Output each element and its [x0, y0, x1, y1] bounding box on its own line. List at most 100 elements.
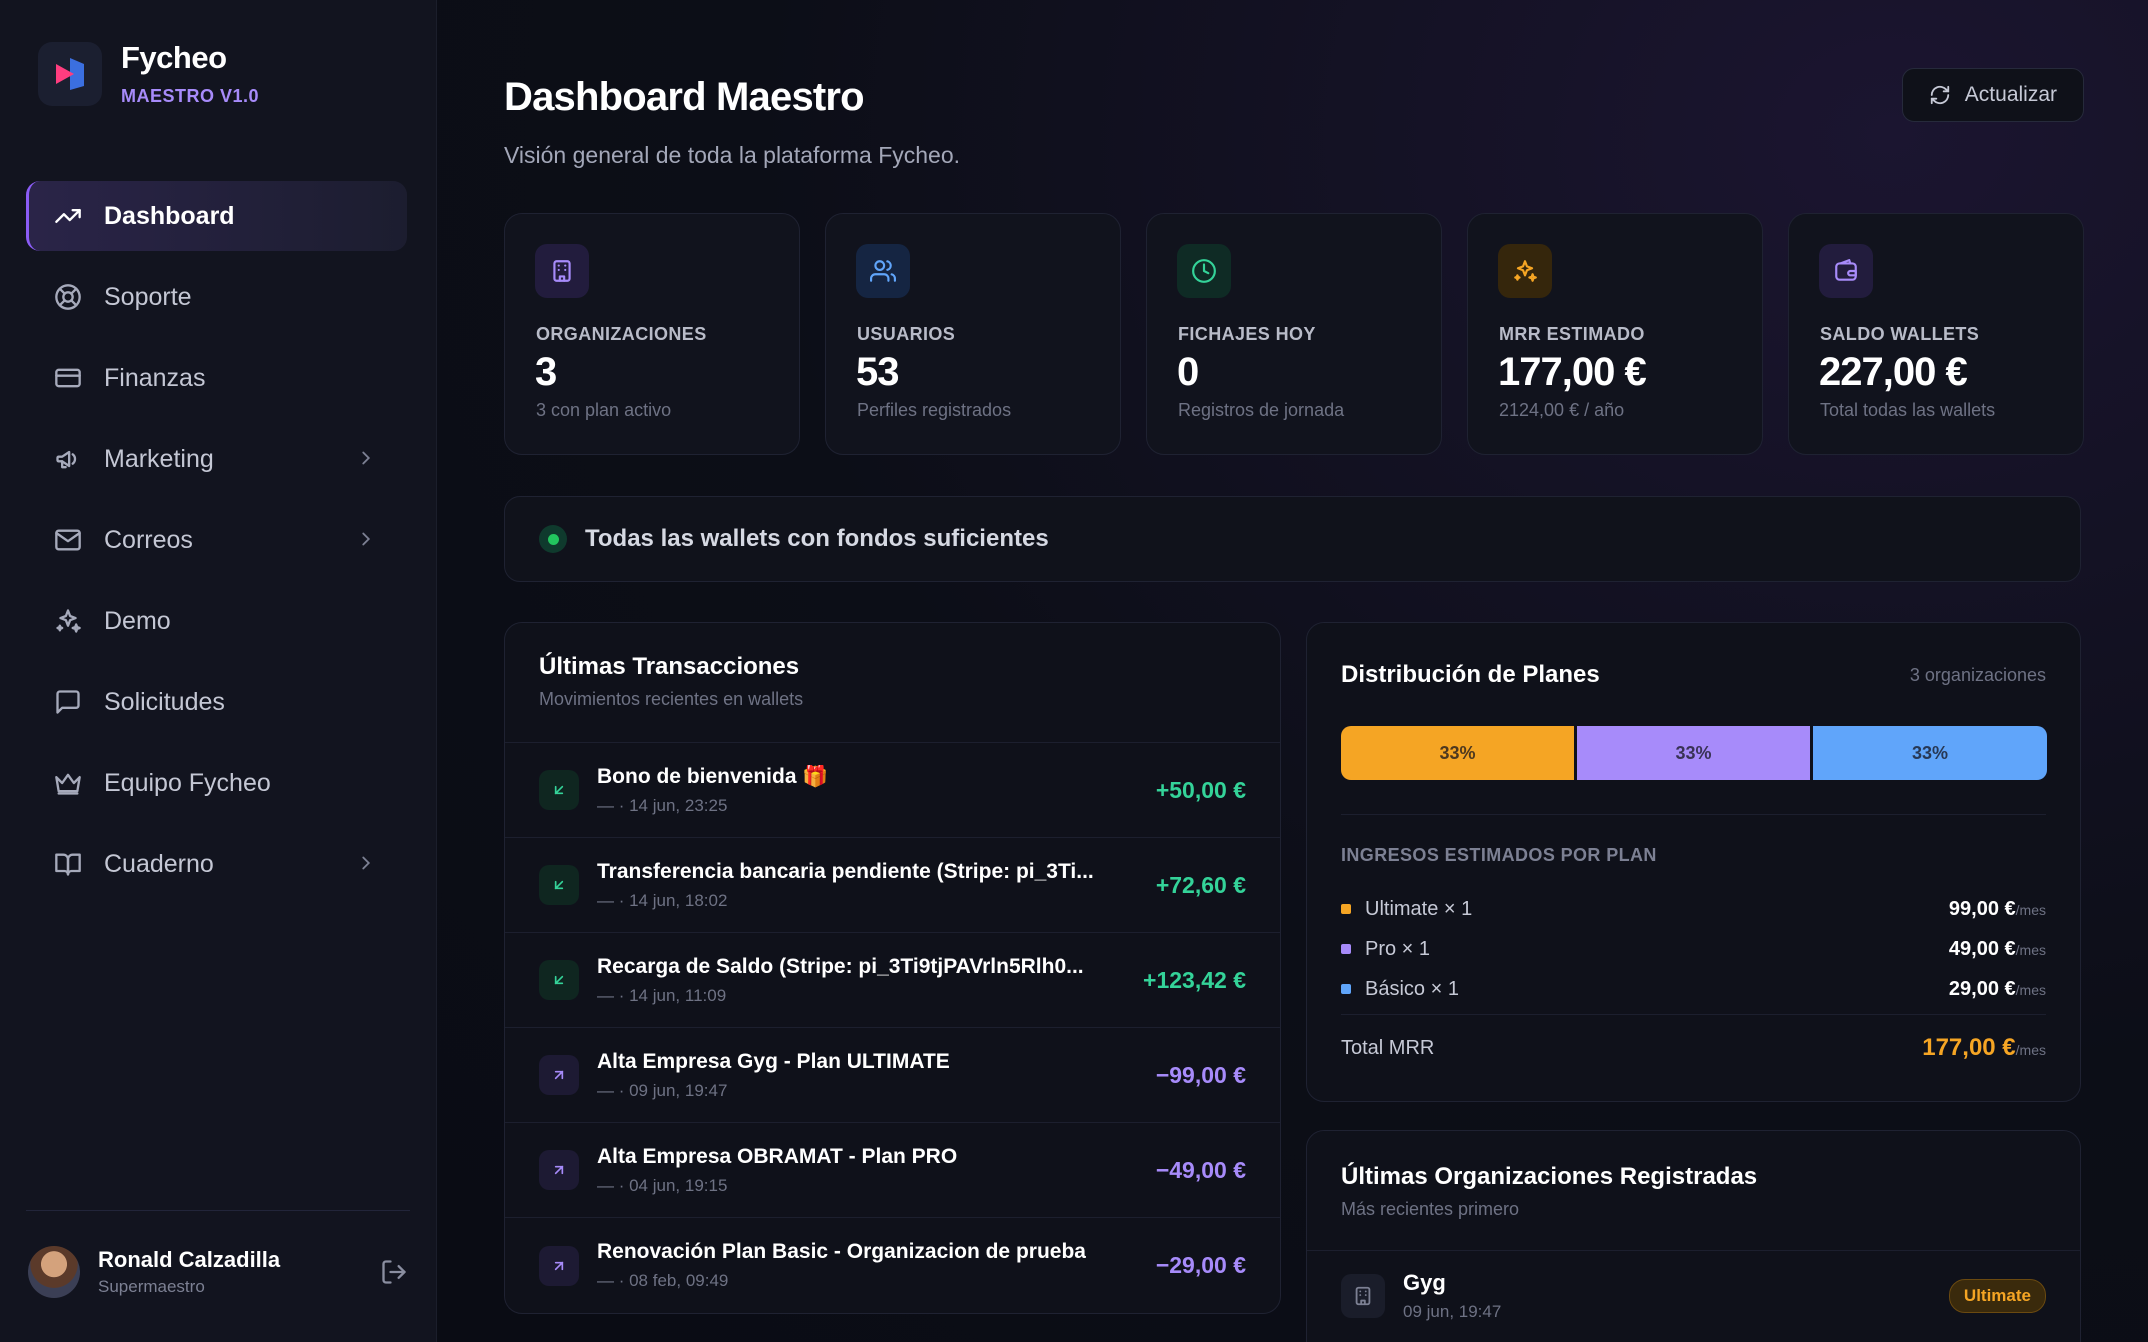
trending-up-icon: [52, 200, 84, 232]
stat-value: 0: [1177, 350, 1199, 394]
plan-income-row: Pro × 1 49,00 €/mes: [1341, 934, 2046, 964]
stat-subtext: Total todas las wallets: [1820, 400, 1996, 420]
plans-divider: [1341, 814, 2046, 815]
plan-income-row: Básico × 1 29,00 €/mes: [1341, 974, 2046, 1004]
plans-distribution-bar: 33% 33% 33%: [1341, 726, 2047, 780]
org-date: 09 jun, 19:47: [1403, 1302, 1502, 1321]
sidebar-item-soporte[interactable]: Soporte: [26, 262, 407, 332]
plan-name: Básico × 1: [1365, 977, 1459, 1000]
arrow-up-right-icon: [539, 1055, 579, 1095]
sidebar-item-correos[interactable]: Correos: [26, 505, 407, 575]
sidebar-divider: [26, 1210, 410, 1211]
sidebar-item-marketing[interactable]: Marketing: [26, 424, 407, 494]
alert-text: Todas las wallets con fondos suficientes: [585, 525, 1049, 552]
arrow-down-left-icon: [539, 865, 579, 905]
transaction-amount: +72,60 €: [1155, 872, 1246, 898]
chevron-right-icon: [355, 447, 377, 476]
crown-icon: [52, 767, 84, 799]
sidebar: Fycheo MAESTRO V1.0 Dashboard Soporte Fina…: [0, 0, 437, 1342]
user-role: Supermaestro: [98, 1277, 205, 1296]
plan-color-dot: [1341, 984, 1351, 994]
transaction-date: — · 14 jun, 23:25: [597, 795, 728, 815]
arrow-up-right-icon: [539, 1150, 579, 1190]
transaction-title: Renovación Plan Basic - Organizacion de …: [597, 1240, 1086, 1263]
sidebar-item-label: Equipo Fycheo: [104, 768, 271, 797]
sidebar-item-equipo-fycheo[interactable]: Equipo Fycheo: [26, 748, 407, 818]
stat-card-fichajes-hoy: FICHAJES HOY 0 Registros de jornada: [1146, 213, 1442, 455]
sidebar-item-finanzas[interactable]: Finanzas: [26, 343, 407, 413]
transaction-row[interactable]: Transferencia bancaria pendiente (Stripe…: [505, 838, 1280, 933]
plans-title: Distribución de Planes: [1341, 661, 1600, 688]
brand[interactable]: Fycheo MAESTRO V1.0: [38, 40, 259, 107]
plan-badge: Ultimate: [1948, 1279, 2046, 1313]
chevron-right-icon: [355, 852, 377, 881]
stat-value: 53: [856, 350, 899, 394]
transaction-title: Recarga de Saldo (Stripe: pi_3Ti9tjPAVrl…: [597, 954, 1084, 978]
transaction-date: — · 09 jun, 19:47: [597, 1080, 728, 1100]
brand-name: Fycheo: [121, 40, 227, 75]
stat-subtext: 3 con plan activo: [536, 400, 672, 420]
org-row[interactable]: Gyg 09 jun, 19:47 Ultimate: [1307, 1251, 2080, 1341]
plan-value: 99,00 €/mes: [1948, 897, 2046, 920]
plan-value: 49,00 €/mes: [1948, 937, 2046, 960]
sidebar-item-demo[interactable]: Demo: [26, 586, 407, 656]
sidebar-item-label: Cuaderno: [104, 849, 214, 878]
sidebar-item-solicitudes[interactable]: Solicitudes: [26, 667, 407, 737]
page-subtitle: Visión general de toda la plataforma Fyc…: [504, 142, 961, 168]
orgs-subtitle: Más recientes primero: [1341, 1199, 1520, 1219]
transactions-list: Bono de bienvenida 🎁 — · 14 jun, 23:25 +50…: [505, 743, 1280, 1313]
stat-label: USUARIOS: [857, 324, 956, 344]
user-profile[interactable]: Ronald Calzadilla Supermaestro: [28, 1246, 408, 1298]
transactions-header: Últimas Transacciones Movimientos recien…: [505, 623, 1280, 743]
credit-card-icon: [52, 362, 84, 394]
wallet-status-alert: Todas las wallets con fondos suficientes: [504, 496, 2081, 582]
book-open-icon: [52, 848, 84, 880]
sidebar-item-label: Dashboard: [104, 201, 235, 230]
transactions-title: Últimas Transacciones: [539, 653, 800, 680]
plans-count: 3 organizaciones: [1909, 665, 2046, 685]
user-name: Ronald Calzadilla: [98, 1247, 281, 1272]
sidebar-item-label: Demo: [104, 606, 171, 635]
arrow-up-right-icon: [539, 1245, 579, 1286]
users-icon: [856, 244, 910, 298]
transaction-row[interactable]: Recarga de Saldo (Stripe: pi_3Ti9tjPAVrl…: [505, 933, 1280, 1028]
stat-subtext: Registros de jornada: [1178, 400, 1345, 420]
plans-card: Distribución de Planes 3 organizaciones …: [1306, 622, 2081, 1102]
sidebar-item-dashboard[interactable]: Dashboard: [26, 181, 407, 251]
stat-card-usuarios: USUARIOS 53 Perfiles registrados: [825, 213, 1121, 455]
transaction-row[interactable]: Renovación Plan Basic - Organizacion de …: [505, 1218, 1280, 1313]
transactions-card: Últimas Transacciones Movimientos recien…: [504, 622, 1281, 1314]
transaction-row[interactable]: Alta Empresa Gyg - Plan ULTIMATE — · 09 j…: [505, 1028, 1280, 1123]
orgs-card: Últimas Organizaciones Registradas Más r…: [1306, 1130, 2081, 1342]
refresh-button[interactable]: Actualizar: [1901, 68, 2084, 122]
plan-name: Pro × 1: [1365, 937, 1431, 960]
sparkles-icon: [1498, 244, 1552, 298]
refresh-label: Actualizar: [1964, 83, 2057, 106]
stats-row: ORGANIZACIONES 3 3 con plan activo USUARIOS…: [504, 213, 2084, 455]
orgs-title: Últimas Organizaciones Registradas: [1341, 1163, 1758, 1190]
status-dot-icon: [539, 525, 567, 553]
total-mrr-value: 177,00 €/mes: [1922, 1034, 2046, 1061]
stat-label: MRR ESTIMADO: [1499, 324, 1645, 344]
transaction-row[interactable]: Bono de bienvenida 🎁 — · 14 jun, 23:25 +50…: [505, 743, 1280, 838]
logout-icon[interactable]: [380, 1258, 408, 1291]
income-label: INGRESOS ESTIMADOS POR PLAN: [1341, 845, 1657, 865]
transaction-title: Alta Empresa OBRAMAT - Plan PRO: [597, 1144, 958, 1168]
transactions-subtitle: Movimientos recientes en wallets: [539, 689, 804, 709]
transaction-title: Alta Empresa Gyg - Plan ULTIMATE: [597, 1049, 950, 1073]
sidebar-item-cuaderno[interactable]: Cuaderno: [26, 829, 407, 899]
stat-card-saldo-wallets: SALDO WALLETS 227,00 € Total todas las wal…: [1788, 213, 2084, 455]
avatar: [28, 1246, 80, 1298]
transaction-row[interactable]: Alta Empresa OBRAMAT - Plan PRO — · 04 ju…: [505, 1123, 1280, 1218]
transaction-date: — · 04 jun, 19:15: [597, 1175, 728, 1195]
plan-segment: 33%: [1341, 726, 1574, 780]
stat-subtext: 2124,00 € / año: [1499, 400, 1625, 420]
plan-segment: 33%: [1813, 726, 2047, 780]
plans-divider: [1341, 1014, 2046, 1015]
transaction-amount: −99,00 €: [1155, 1062, 1246, 1088]
stat-value: 177,00 €: [1498, 350, 1647, 394]
refresh-icon: [1929, 84, 1951, 106]
transaction-amount: −29,00 €: [1155, 1252, 1246, 1278]
stat-card-mrr-estimado: MRR ESTIMADO 177,00 € 2124,00 € / año: [1467, 213, 1763, 455]
stat-value: 3: [535, 350, 557, 394]
